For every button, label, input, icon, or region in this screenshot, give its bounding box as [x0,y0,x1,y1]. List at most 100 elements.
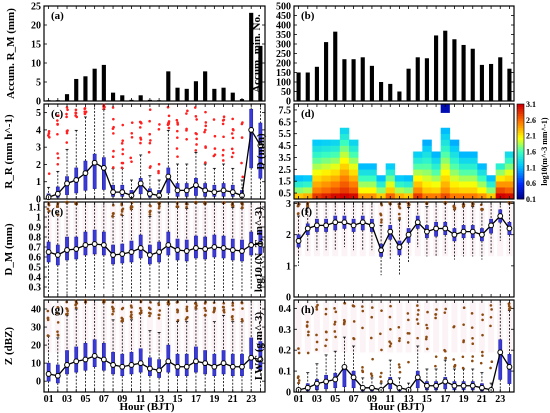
mean-marker [73,246,80,252]
heatmap-cell [431,151,441,158]
heatmap-cell [339,157,350,164]
outlier-point [129,156,133,160]
outlier-point [379,213,383,217]
outlier-point [406,312,410,315]
y-tick-label: 1 [286,261,291,272]
colorbar-segment [517,113,524,117]
outlier-point [415,318,419,321]
outlier-point [185,127,188,131]
bar [83,76,88,101]
outlier-haze [295,301,302,353]
heatmap-cell [349,157,359,164]
outlier-point [240,161,243,165]
mean-marker [229,363,236,370]
heatmap-cell [330,145,341,152]
outlier-point [426,347,429,351]
outlier-point [426,310,429,314]
y-tick-label: 25 [31,2,41,13]
outlier-point [112,310,115,313]
outlier-point [307,330,310,334]
outlier-point [194,115,198,118]
mean-marker [220,187,227,194]
bar [110,92,116,101]
outlier-point [56,132,59,136]
mean-marker [202,246,209,252]
outlier-point [462,339,465,342]
mean-marker [137,360,144,367]
outlier-point [56,312,59,315]
y-tick-label: 4 [36,125,41,136]
heatmap-cell [495,187,506,194]
heatmap-cell [459,187,469,194]
outlier-point [316,303,319,307]
mean-marker [442,378,449,385]
outlier-point [369,372,373,375]
heatmap-cell [504,169,515,176]
colorbar-segment [517,144,524,148]
outlier-point [231,204,234,208]
outlier-point [130,121,134,124]
outlier-point [388,340,391,343]
mean-marker [100,356,107,363]
heatmap-cell [330,187,341,194]
heatmap-cell [294,175,304,182]
mean-marker [323,378,329,385]
outlier-point [148,132,152,136]
heatmap-cell [413,175,423,182]
heatmap-cell [459,157,469,164]
colorbar-segment [517,125,524,129]
heatmap-cell [321,163,331,170]
outlier-point [333,323,336,326]
mean-marker [110,252,116,258]
mean-marker [202,187,209,194]
x-tick-label: 09 [367,394,377,405]
outlier-point [66,108,69,112]
outlier-point [112,125,115,129]
outlier-point [444,356,447,360]
heatmap-cell [321,157,331,164]
colorbar-segment [517,123,524,126]
outlier-point [231,301,235,305]
colorbar-segment [517,161,524,164]
heatmap-cell [303,187,313,194]
mean-marker [248,242,255,248]
mean-marker [433,382,439,389]
outlier-point [120,307,124,311]
outlier-point [417,308,420,312]
outlier-point [342,318,346,322]
outlier-point [240,136,244,139]
heatmap-cell [349,151,359,158]
outlier-point [481,333,484,337]
mean-marker [137,180,144,187]
outlier-point [508,307,511,311]
heatmap-cell [339,133,350,140]
y-tick-label: 5.5 [279,129,292,140]
outlier-point [241,175,245,179]
colorbar-segment [517,172,524,176]
bar [388,83,393,101]
colorbar-segment [517,189,524,193]
y-tick-label: 4.5 [279,141,292,152]
outlier-point [74,306,78,310]
outlier-point [444,307,447,311]
heatmap-cell [504,175,515,182]
colorbar-segment [517,132,524,136]
outlier-haze [396,203,403,257]
outlier-point [65,307,69,311]
heatmap-cell [495,175,506,182]
mean-marker [54,372,61,379]
mean-marker [479,231,485,238]
outlier-point [120,166,124,170]
mean-marker [378,247,384,254]
heatmap-cell [321,139,331,146]
outlier-point [352,304,356,308]
outlier-point [406,341,410,344]
y-axis-label: Accum. R_M (mm) [5,8,17,99]
outlier-point [194,131,198,135]
outlier-point [425,323,428,327]
heatmap-cell [376,187,386,194]
mean-marker [248,354,255,361]
colorbar-segment [517,106,524,110]
heatmap-cell [449,169,460,176]
